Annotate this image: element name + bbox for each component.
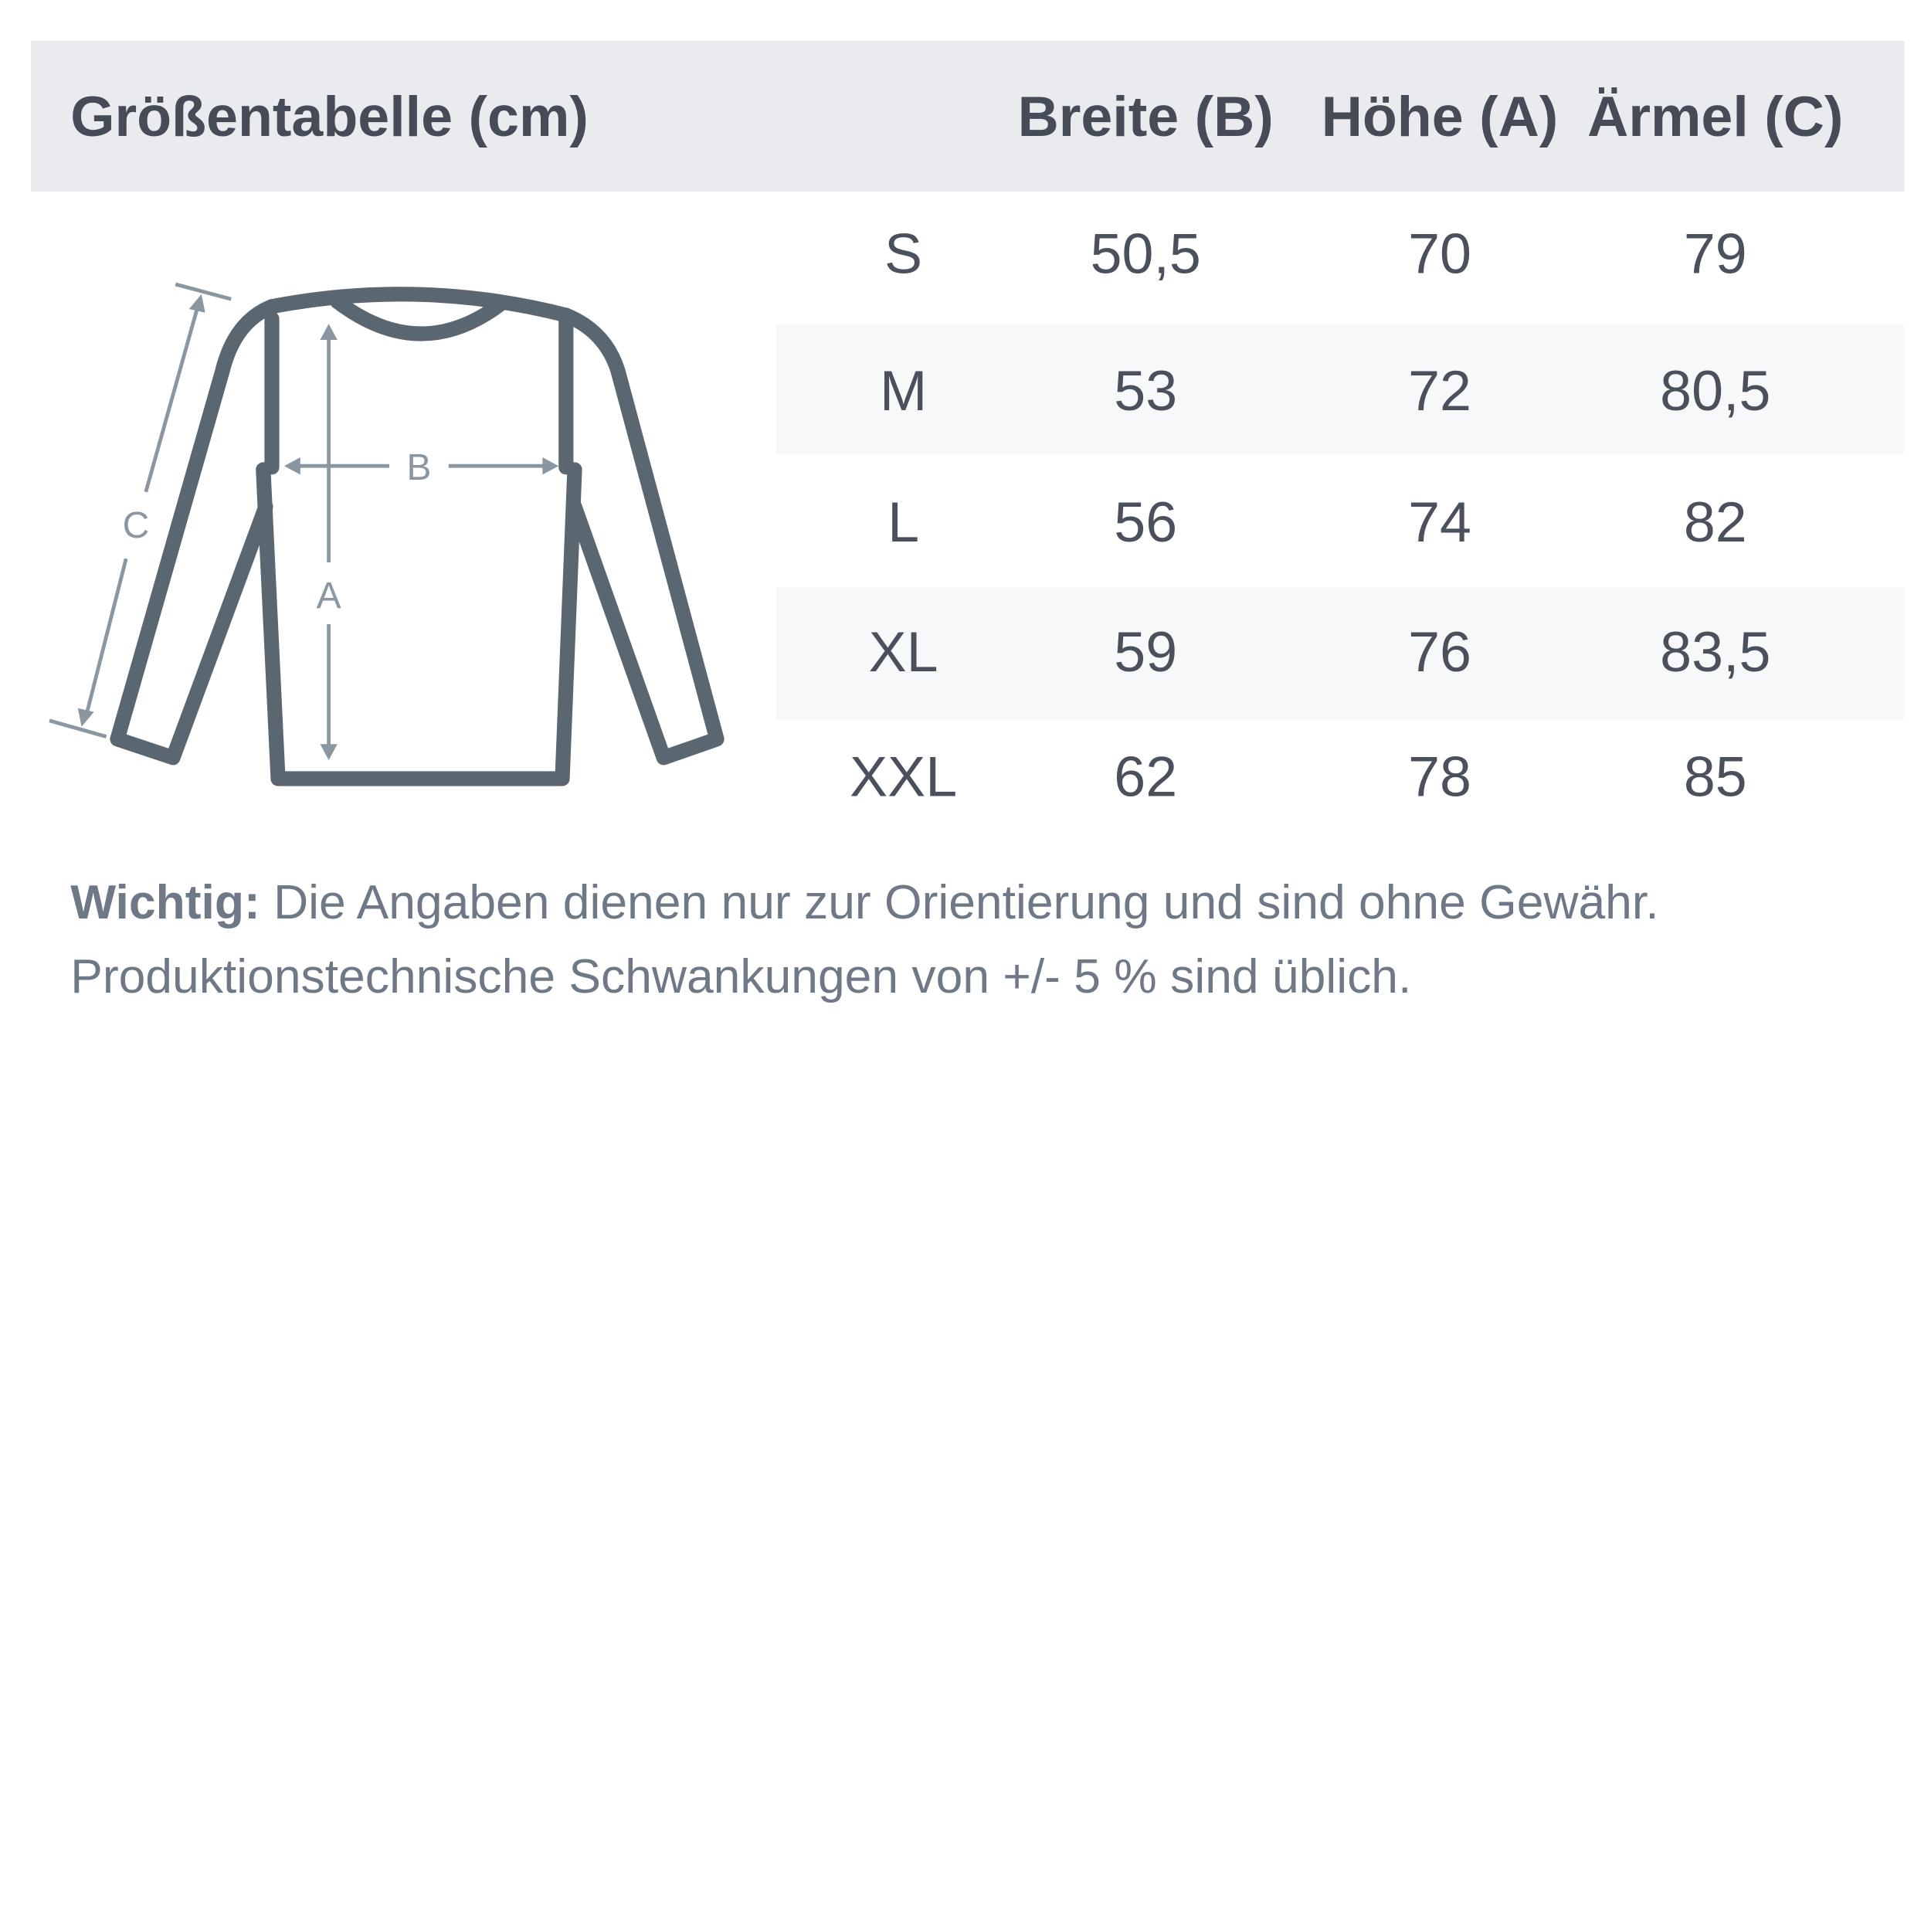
- sweater-outline: [256, 311, 582, 786]
- size-value: 79: [1683, 221, 1747, 286]
- size-value: 59: [1114, 619, 1178, 684]
- size-label: M: [879, 358, 928, 423]
- measure-c-tick: [175, 282, 232, 301]
- sweater-diagram: A B C: [49, 282, 725, 786]
- sweater-neckline: [330, 294, 508, 341]
- note-line-1: Wichtig: Die Angaben dienen nur zur Orie…: [70, 876, 1658, 930]
- size-value: 62: [1114, 744, 1178, 809]
- note-label: Wichtig:: [70, 876, 260, 930]
- size-value: 78: [1408, 744, 1471, 809]
- size-value: 50,5: [1090, 221, 1201, 286]
- note-text-2: Produktionstechnische Schwankungen von +…: [70, 950, 1412, 1004]
- measure-c-line: [144, 306, 200, 493]
- label-a: A: [317, 576, 341, 616]
- size-value: 72: [1408, 358, 1471, 423]
- size-value: 56: [1114, 489, 1178, 554]
- size-value: 85: [1683, 744, 1747, 809]
- size-label: L: [887, 489, 920, 554]
- size-value: 53: [1114, 358, 1178, 423]
- size-value: 74: [1408, 489, 1471, 554]
- row-stripe: [775, 324, 1905, 455]
- column-header-hoehe: Höhe (A): [1321, 83, 1559, 148]
- size-value: 70: [1408, 221, 1471, 286]
- size-label: XL: [868, 619, 938, 684]
- chart-title: Größentabelle (cm): [70, 83, 589, 148]
- size-label: S: [884, 221, 923, 286]
- sweater-shoulders: [264, 287, 574, 323]
- measure-c-line: [84, 558, 128, 715]
- table-header: [31, 40, 1905, 192]
- size-value: 76: [1408, 619, 1471, 684]
- left-sleeve: [110, 299, 280, 766]
- column-header-breite: Breite (B): [1017, 83, 1274, 148]
- column-header-aermel: Ärmel (C): [1587, 83, 1844, 148]
- label-b: B: [406, 447, 431, 488]
- row-stripe: [775, 587, 1905, 720]
- size-value: 80,5: [1660, 358, 1771, 423]
- measure-c-tick: [49, 718, 107, 739]
- label-c: C: [123, 505, 150, 546]
- right-sleeve: [558, 307, 725, 766]
- size-value: 82: [1683, 489, 1747, 554]
- note-text-1: Die Angaben dienen nur zur Orientierung …: [273, 876, 1659, 930]
- size-value: 83,5: [1660, 619, 1771, 684]
- size-label: XXL: [850, 744, 958, 809]
